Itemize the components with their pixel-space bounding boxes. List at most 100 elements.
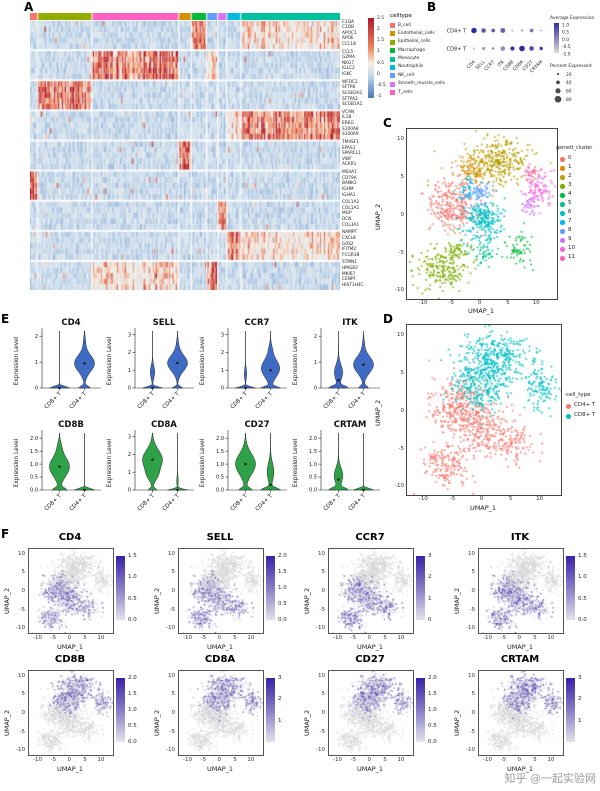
legend-item: 8 bbox=[560, 227, 598, 236]
dotplot-row-label: CD8+ T bbox=[447, 46, 467, 52]
axis-tick-label: 0 bbox=[21, 587, 26, 594]
violin-xtick-label: CD4+ T bbox=[162, 493, 182, 513]
violin-ylabel: Expression Level bbox=[107, 336, 113, 385]
pct-legend-dot bbox=[556, 72, 560, 76]
dotplot-dot bbox=[491, 47, 495, 50]
violin-ylabel: Expression Level bbox=[200, 336, 206, 385]
feature-colorbar-tick: 0.5 bbox=[428, 723, 437, 729]
heatmap-colorbar-tick: 0.5 bbox=[377, 60, 385, 66]
axis-tick-label: 5 bbox=[533, 757, 537, 763]
feature-xlabel: UMAP_1 bbox=[356, 643, 384, 651]
axis-tick-label: -5 bbox=[50, 757, 57, 763]
axis-tick-label: 10 bbox=[247, 757, 255, 763]
heatmap-gene-label: SCGB1A1 bbox=[342, 102, 363, 108]
legend-label: 9 bbox=[568, 236, 572, 242]
legend-item: CD4+ T bbox=[566, 402, 600, 412]
axis-tick-label: -10 bbox=[33, 635, 42, 641]
heatmap-colorbar-tick: -0.5 bbox=[377, 82, 386, 88]
axis-tick-label: -5 bbox=[350, 757, 357, 763]
feature-xlabel: UMAP_1 bbox=[206, 643, 234, 651]
axis-tick-label: 0 bbox=[367, 757, 371, 763]
dotplot-dot bbox=[529, 46, 534, 51]
umapC-xlabel: UMAP_1 bbox=[467, 307, 495, 315]
axis-tick-label: 0 bbox=[471, 587, 476, 594]
pct-legend-tick: 60 bbox=[566, 89, 572, 95]
dotplot-dot bbox=[539, 46, 543, 51]
legend-label: CD4+ T bbox=[574, 402, 596, 408]
heatmap-gene-label: IFITM2 bbox=[342, 247, 357, 253]
violin-ytick-label: 1 bbox=[221, 368, 224, 374]
axis-tick-label: 5 bbox=[171, 691, 176, 698]
feature-colorbar-tick: 2 bbox=[578, 696, 582, 703]
legend-swatch bbox=[390, 64, 395, 70]
axis-tick-label: 0 bbox=[171, 709, 176, 716]
dotplot-dot bbox=[481, 46, 486, 51]
axis-tick-label: 0 bbox=[400, 407, 405, 414]
axis-tick-label: 10 bbox=[397, 332, 404, 339]
heatmap-gene-labels: C1QA C1QB APOC1 APOE CCL18 CCL5 GZMA NKG7 IGLC2 I… bbox=[342, 20, 372, 290]
legend-label: Neutrophils bbox=[398, 64, 424, 70]
violin-median-dot bbox=[269, 368, 272, 372]
axis-tick-label: 10 bbox=[18, 672, 25, 679]
legend-label: 3 bbox=[568, 182, 572, 188]
legend-swatch bbox=[390, 23, 395, 28]
axis-tick-label: -5 bbox=[448, 300, 455, 306]
axis-tick-label: -5 bbox=[319, 606, 325, 613]
axis-tick-label: -10 bbox=[166, 747, 175, 754]
violin-ytick-label: 2 bbox=[314, 334, 317, 340]
heatmap-gene-label: EREG bbox=[342, 121, 354, 127]
feature-xlabel: UMAP_1 bbox=[356, 765, 384, 773]
legend-item: Monocyte bbox=[390, 56, 452, 64]
legend-dot bbox=[560, 166, 565, 171]
legend-dot bbox=[560, 211, 565, 216]
violin-shape bbox=[142, 330, 163, 389]
legend-dot bbox=[560, 238, 565, 243]
panel-label-b: B bbox=[427, 0, 437, 14]
heatmap-gene-label: CENPF bbox=[342, 277, 356, 283]
violin-subplot-SELL: SELL Expression Level 3 2 1 0 CD8+ T CD4+ T bbox=[107, 318, 194, 410]
axis-tick-label: 10 bbox=[536, 496, 544, 502]
feature-title: CD27 bbox=[355, 654, 385, 665]
violin-title: CD27 bbox=[244, 420, 269, 430]
axis-tick-label: 0 bbox=[400, 211, 405, 218]
violin-shape bbox=[260, 330, 281, 389]
violin-shape bbox=[235, 330, 256, 389]
feature-colorbar bbox=[266, 556, 275, 620]
legend-dot bbox=[566, 404, 571, 409]
dotplot-row-label: CD4+ T bbox=[447, 28, 467, 34]
legend-label: 5 bbox=[568, 200, 572, 206]
heatmap-gene-label: MS4A1 bbox=[342, 170, 357, 176]
legend-item: 9 bbox=[560, 236, 598, 245]
heatmap-gene-label: IGHM bbox=[342, 186, 354, 192]
heatmap-gene-label: S100A9 bbox=[342, 132, 359, 138]
violin-ytick-label: 3 bbox=[128, 434, 131, 440]
feature-colorbar-tick: 0.0 bbox=[278, 617, 287, 623]
axis-tick-label: -10 bbox=[466, 747, 475, 754]
violin-title: CD8B bbox=[58, 420, 84, 430]
violin-xtick-label: CD8+ T bbox=[230, 391, 250, 411]
heatmap-gene-label: WFDC2 bbox=[342, 79, 358, 85]
axis-tick-label: 0 bbox=[471, 709, 476, 716]
violin-ytick-label: 2 bbox=[221, 350, 224, 356]
axis-tick-label: -5 bbox=[449, 496, 456, 502]
violin-xtick-label: CD4+ T bbox=[348, 493, 368, 513]
legend-label: NK_cell bbox=[398, 72, 414, 78]
feature-plot-canvas-CD4 bbox=[28, 548, 114, 634]
dotplot-dot bbox=[472, 47, 476, 50]
axis-tick-label: -10 bbox=[183, 635, 192, 641]
feature-colorbar-tick: 1 bbox=[428, 595, 432, 602]
violin-xtick-label: CD4+ T bbox=[255, 391, 275, 411]
legend-swatch bbox=[390, 48, 395, 54]
legend-label: Macrophage bbox=[398, 47, 426, 53]
axis-tick-label: 10 bbox=[468, 672, 475, 679]
heatmap-gene-label: S100A8 bbox=[342, 126, 359, 132]
heatmap-gene-label: TM4SF1 bbox=[342, 139, 359, 145]
axis-tick-label: -5 bbox=[19, 728, 25, 735]
axis-tick-label: 0 bbox=[479, 496, 484, 502]
feature-colorbar-tick: 0.5 bbox=[128, 595, 137, 602]
feature-colorbar-tick: 2.0 bbox=[278, 553, 287, 559]
feature-plot-canvas-SELL bbox=[178, 548, 264, 634]
heatmap-colorbar-tick: -1 bbox=[377, 94, 382, 99]
panel-label-d: D bbox=[383, 312, 393, 326]
axis-tick-label: -10 bbox=[483, 757, 492, 763]
